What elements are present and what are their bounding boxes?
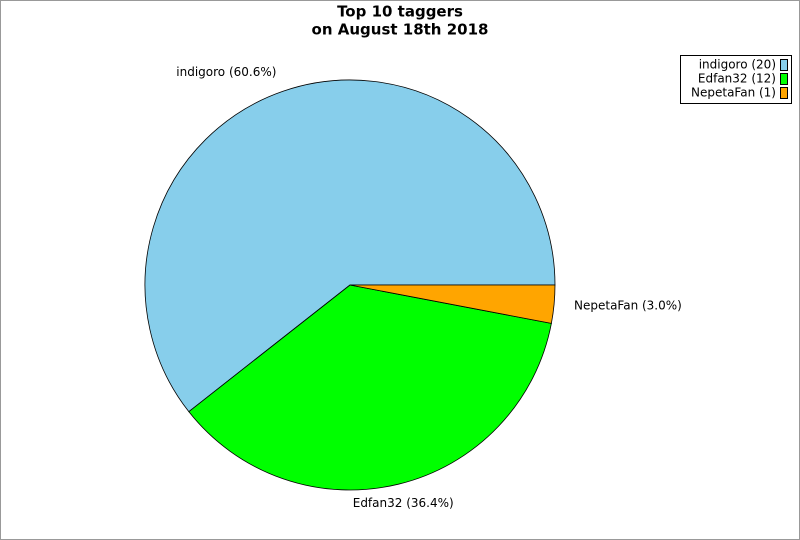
legend-swatch (780, 59, 788, 71)
chart-title: on August 18th 2018 (312, 21, 489, 39)
pie-slice (349, 284, 556, 324)
legend-swatch (780, 73, 788, 85)
legend-box (680, 55, 792, 104)
legend-label: indigoro (20) (699, 58, 776, 72)
slice-label: NepetaFan (3.0%) (574, 299, 682, 313)
chart-title: Top 10 taggers (337, 3, 463, 21)
legend-swatch (780, 87, 788, 99)
legend-label: NepetaFan (1) (691, 86, 776, 100)
slice-label: indigoro (60.6%) (176, 65, 276, 79)
legend-label: Edfan32 (12) (698, 72, 776, 86)
slice-label: Edfan32 (36.4%) (353, 496, 454, 510)
pie-slice (144, 79, 556, 413)
pie-slice (188, 284, 552, 491)
